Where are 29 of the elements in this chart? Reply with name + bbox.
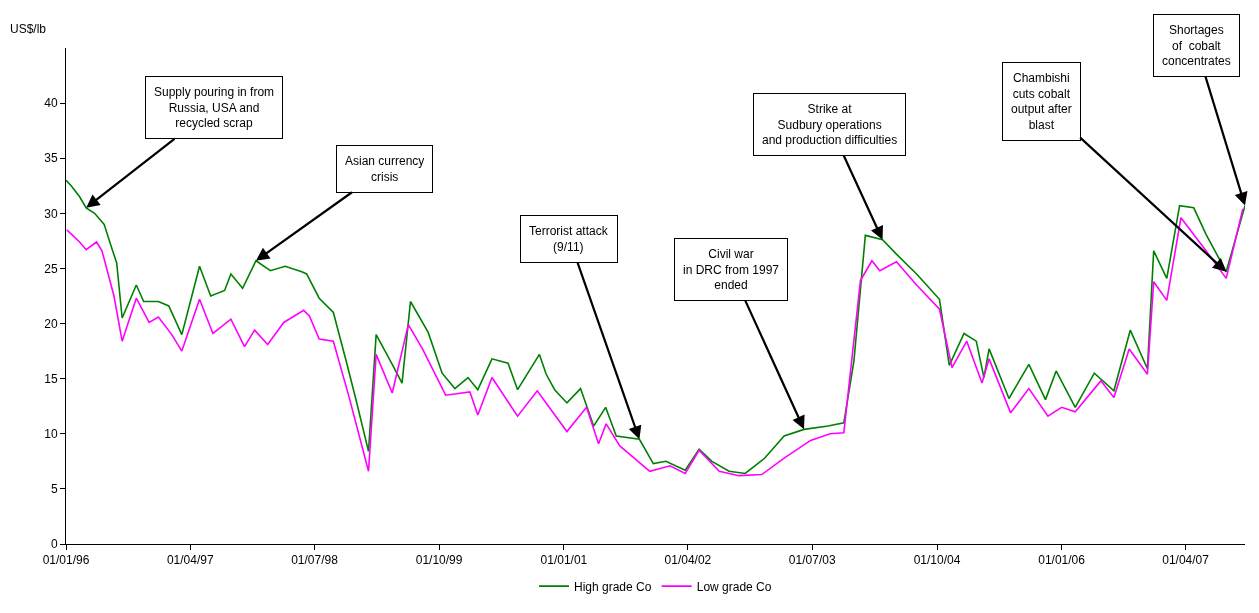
x-tick-label: 01/04/02 <box>664 553 712 568</box>
x-tick-label: 01/04/07 <box>1162 553 1210 568</box>
x-tick-label: 01/04/97 <box>166 553 214 568</box>
y-tick-label: 5 <box>50 482 58 497</box>
x-tick-label: 01/07/98 <box>291 553 339 568</box>
y-tick-label: 10 <box>44 426 58 441</box>
x-tick-label: 01/01/06 <box>1038 553 1086 568</box>
legend-label: High grade Co <box>574 579 652 594</box>
x-tick-label: 01/01/01 <box>540 553 588 568</box>
x-tick-label: 01/07/03 <box>788 553 836 568</box>
y-tick-label: 20 <box>44 316 58 331</box>
annotation: Civil war in DRC from 1997 ended <box>683 247 780 293</box>
y-axis-title: US$/lb <box>10 22 47 36</box>
annotation: Shortages of cobalt concentrates <box>1162 23 1231 69</box>
annotation: Strike at Sudbury operations and production difficulties <box>762 102 898 148</box>
annotation: Chambishi cuts cobalt output after blast <box>1011 71 1072 132</box>
x-tick-label: 01/10/99 <box>415 553 463 568</box>
annotation: Terrorist attack (9/11) <box>529 224 609 254</box>
annotation: Asian currency crisis <box>345 154 425 184</box>
y-tick-label: 35 <box>44 151 58 166</box>
y-tick-label: 25 <box>44 261 58 276</box>
y-tick-label: 0 <box>50 537 58 552</box>
x-tick-label: 01/01/96 <box>42 553 90 568</box>
annotation: Supply pouring in from Russia, USA and recycled scrap <box>154 85 275 131</box>
legend-label: Low grade Co <box>696 579 772 594</box>
y-tick-label: 40 <box>44 96 58 111</box>
x-tick-label: 01/10/04 <box>913 553 961 568</box>
y-tick-label: 15 <box>44 371 58 386</box>
y-tick-label: 30 <box>44 206 58 221</box>
